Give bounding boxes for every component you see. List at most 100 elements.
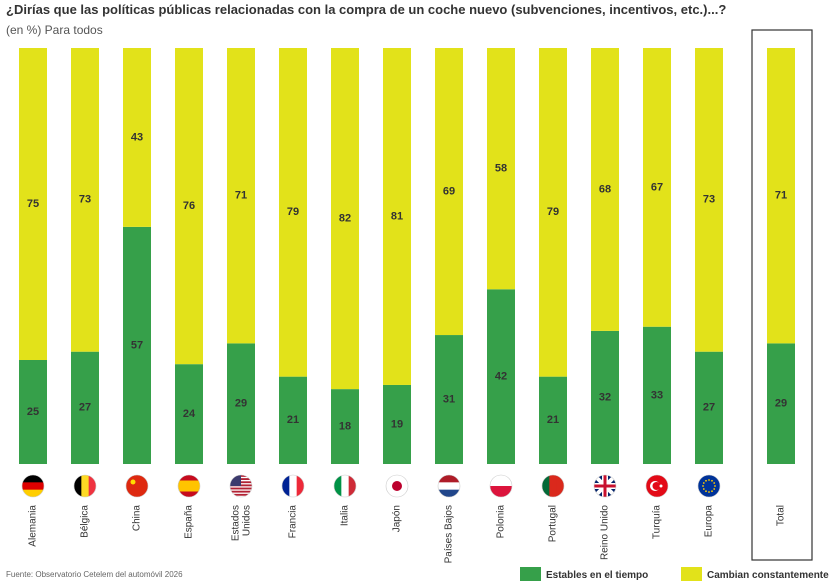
bar-segment [767,48,795,344]
bar-segment [227,343,255,464]
flag [334,475,356,497]
flag-border [229,474,253,498]
source: Fuente: Observatorio Cetelem del automóv… [6,570,183,579]
flag-stripe [22,489,44,497]
value-label: 25 [27,406,39,418]
flag [594,475,616,497]
flag-stripe [341,475,350,497]
flag-canton [230,475,241,486]
chart-subtitle: (en %) Para todos [6,23,103,37]
flag [126,475,148,497]
flag-stripe [542,475,550,497]
flag-stripe [490,475,512,487]
bar-segment [71,48,99,352]
value-label: 31 [443,393,455,405]
flag-border [593,474,617,498]
bar-segment [487,289,515,464]
flag-stripe [289,475,298,497]
value-label: 68 [599,183,611,195]
bar-segment [123,226,151,464]
bar-segment [487,48,515,290]
bar-segment [591,48,619,331]
value-label: 67 [651,181,663,193]
flag-star [713,488,716,490]
value-label: 79 [547,206,559,218]
flag-border [333,474,357,498]
flag-star [705,490,707,493]
flag-stripe [556,475,564,497]
flag-star [130,479,136,485]
value-label: 71 [775,190,787,202]
value-label: 33 [651,389,663,401]
x-tick-label: Portugal [548,505,559,542]
value-label: 21 [287,414,299,426]
x-tick-label: Turquía [652,505,663,540]
x-tick-label: EstadosUnidos [230,505,252,541]
bar-segment [227,48,255,344]
flag-stripe [74,475,82,497]
bar-segment [71,351,99,464]
bar-segment [643,326,671,464]
legend-swatch [520,567,541,581]
x-tick-label: Italia [340,505,351,527]
flag-star [659,484,663,488]
flag-stripe [438,482,460,491]
bar-segment [19,360,47,464]
flag-stripe [230,487,252,490]
x-tick-label: China [132,505,143,532]
flag-stripe [81,475,90,497]
value-label: 19 [391,418,403,430]
bar-segment [279,48,307,377]
value-label: 21 [547,414,559,426]
flag [698,475,720,497]
x-tick-label: España [184,505,195,539]
value-label: 71 [235,190,247,202]
flag-stripe [438,489,460,497]
value-label: 73 [79,194,91,206]
x-tick-label: Europa [704,505,715,538]
flag-border [645,474,669,498]
flag-moon [652,482,661,490]
value-label: 24 [183,408,196,420]
flag-stripe [178,480,200,487]
flag [490,475,512,497]
flag-star [711,490,713,493]
bar-segment [591,330,619,464]
flag [438,475,460,497]
value-label: 42 [495,371,507,383]
bar-segment [435,48,463,336]
flag-border [385,474,409,498]
value-label: 69 [443,185,455,197]
total-frame [751,29,813,561]
flag-stripe [22,482,44,491]
value-label: 27 [79,402,91,414]
bar-segment [175,48,203,365]
bar-segment [435,335,463,464]
bar-segment [19,48,47,360]
x-tick-label: Reino Unido [600,505,611,560]
value-label: 29 [235,398,247,410]
value-label: 18 [339,420,351,432]
flag-stripe [230,493,252,496]
flag-star [714,485,716,487]
bar-segment [175,364,203,464]
flag-stripe [230,490,252,493]
flag-star [705,479,707,482]
flag-star [713,482,716,484]
value-label: 43 [131,131,143,143]
flag-stripe [22,475,44,483]
bar-segment [279,376,307,464]
flag-border [489,474,513,498]
value-label: 73 [703,194,715,206]
value-label: 32 [599,391,611,403]
flag-border [177,474,201,498]
value-label: 82 [339,212,351,224]
flag [542,475,564,497]
flag-border [21,474,45,498]
flag-star [711,479,713,482]
flag-stripe [549,475,558,497]
value-label: 57 [131,339,143,351]
bar-segment [331,48,359,390]
flag-stripe [88,475,96,497]
